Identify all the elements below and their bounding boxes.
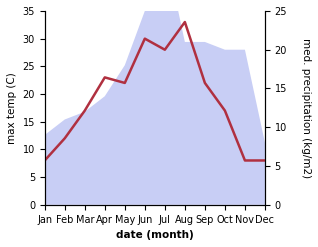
X-axis label: date (month): date (month) (116, 230, 194, 240)
Y-axis label: med. precipitation (kg/m2): med. precipitation (kg/m2) (301, 38, 311, 178)
Y-axis label: max temp (C): max temp (C) (7, 72, 17, 144)
